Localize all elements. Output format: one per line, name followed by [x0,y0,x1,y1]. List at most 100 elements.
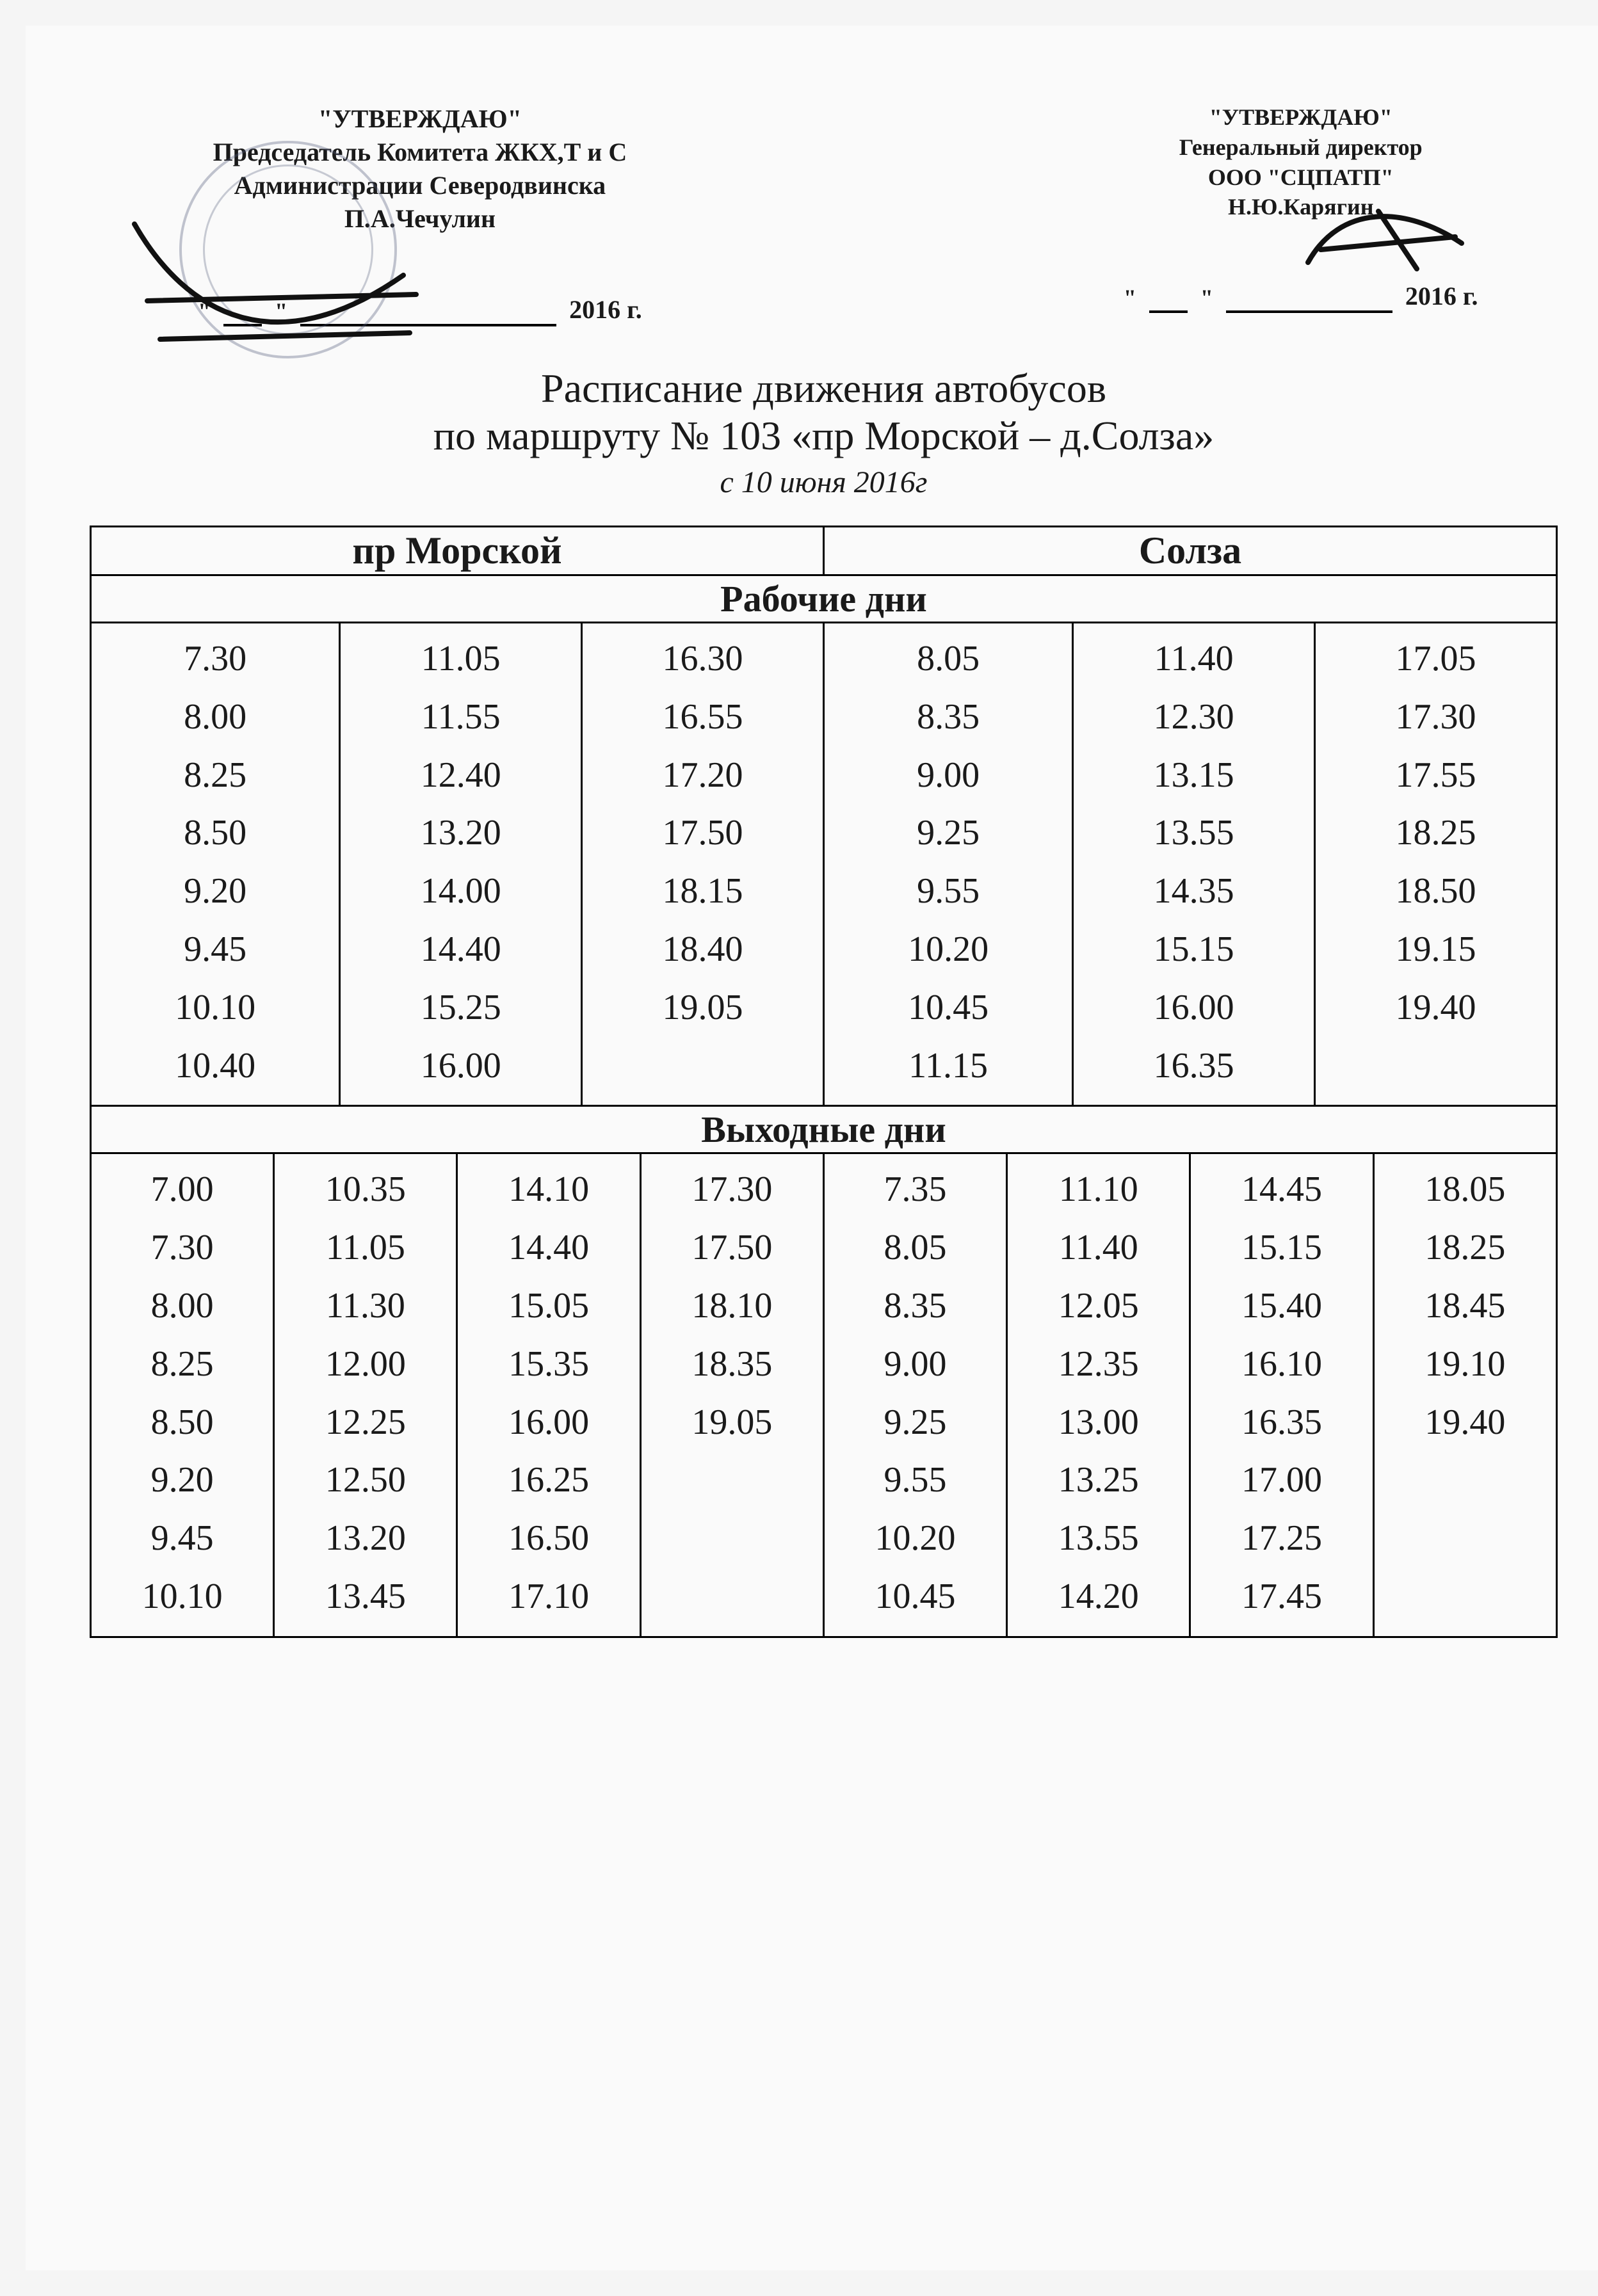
time-value: 9.20 [151,1452,214,1508]
schedule-table: пр Морской Солза Рабочие дни 7.308.008.2… [90,526,1558,1638]
time-value: 8.25 [151,1337,214,1392]
time-value: 12.25 [325,1395,406,1450]
time-value: 8.35 [917,689,980,745]
time-value: 14.10 [508,1162,589,1217]
time-value: 16.00 [1154,980,1234,1036]
time-value: 9.00 [917,748,980,803]
time-value: 19.10 [1424,1337,1505,1392]
stamp-icon [179,141,397,358]
time-value: 16.35 [1241,1395,1322,1450]
time-value: 18.25 [1424,1220,1505,1276]
approval-left-block: "УТВЕРЖДАЮ" Председатель Комитета ЖКХ,Т … [90,102,750,326]
workdays-morskoi-col2: 11.0511.5512.4013.2014.0014.4015.2516.00 [340,623,582,1106]
time-value: 16.55 [663,689,743,745]
approval-right-heading: "УТВЕРЖДАЮ" [1044,102,1558,132]
time-value: 9.25 [884,1395,947,1450]
weekends-solza-col2: 11.1011.4012.0512.3513.0013.2513.5514.20 [1007,1153,1190,1637]
time-value: 18.45 [1424,1278,1505,1334]
time-value: 10.20 [908,922,989,977]
approval-left-year: 2016 г. [569,293,642,326]
time-value: 18.05 [1424,1162,1505,1217]
time-value: 11.05 [421,631,501,687]
time-value: 18.15 [663,863,743,919]
time-value: 8.50 [151,1395,214,1450]
document-page: "УТВЕРЖДАЮ" Председатель Комитета ЖКХ,Т … [26,26,1598,2270]
weekends-morskoi-col2: 10.3511.0511.3012.0012.2512.5013.2013.45 [274,1153,457,1637]
time-value: 11.30 [326,1278,405,1334]
title-date: с 10 июня 2016г [90,465,1558,500]
time-value: 14.40 [421,922,501,977]
weekends-solza-col4: 18.0518.2518.4519.1019.40 [1373,1153,1556,1637]
time-value: 10.10 [175,980,255,1036]
time-value: 10.10 [142,1569,223,1625]
time-value: 10.35 [325,1162,406,1217]
time-value: 9.45 [151,1511,214,1566]
approvals-row: "УТВЕРЖДАЮ" Председатель Комитета ЖКХ,Т … [90,102,1558,326]
header-morskoi: пр Морской [91,527,824,575]
time-value: 10.45 [908,980,989,1036]
approval-right-line3: ООО "СЦПАТП" [1044,163,1558,193]
time-value: 16.30 [663,631,743,687]
time-value: 17.30 [691,1162,772,1217]
time-value: 15.15 [1241,1220,1322,1276]
time-value: 13.55 [1058,1511,1139,1566]
time-value: 14.35 [1154,863,1234,919]
time-value: 17.10 [508,1569,589,1625]
time-value: 15.40 [1241,1278,1322,1334]
header-solza: Солза [823,527,1556,575]
time-value: 17.00 [1241,1452,1322,1508]
time-value: 13.00 [1058,1395,1139,1450]
time-value: 17.20 [663,748,743,803]
time-value: 14.00 [421,863,501,919]
time-value: 17.50 [691,1220,772,1276]
time-value: 12.05 [1058,1278,1139,1334]
time-value: 19.40 [1424,1395,1505,1450]
time-value: 8.25 [184,748,246,803]
header-workdays: Рабочие дни [91,575,1557,623]
time-value: 16.35 [1154,1038,1234,1094]
time-value: 14.45 [1241,1162,1322,1217]
workdays-solza-col3: 17.0517.3017.5518.2518.5019.1519.40 [1315,623,1557,1106]
time-value: 16.00 [508,1395,589,1450]
time-value: 17.50 [663,805,743,861]
time-value: 10.40 [175,1038,255,1094]
time-value: 12.30 [1154,689,1234,745]
weekends-morskoi-col4: 17.3017.5018.1018.3519.05 [640,1153,823,1637]
time-value: 13.45 [325,1569,406,1625]
time-value: 11.40 [1154,631,1234,687]
time-value: 17.25 [1241,1511,1322,1566]
approval-right-dateline: "" 2016 г. [1044,280,1558,313]
time-value: 8.05 [917,631,980,687]
time-value: 13.55 [1154,805,1234,861]
time-value: 11.10 [1059,1162,1138,1217]
time-value: 19.05 [691,1395,772,1450]
time-value: 12.35 [1058,1337,1139,1392]
time-value: 19.15 [1396,922,1476,977]
time-value: 8.00 [151,1278,214,1334]
time-value: 12.00 [325,1337,406,1392]
title-block: Расписание движения автобусов по маршрут… [90,365,1558,500]
title-line1: Расписание движения автобусов [90,365,1558,412]
time-value: 16.00 [421,1038,501,1094]
time-value: 11.15 [908,1038,988,1094]
time-value: 9.55 [917,863,980,919]
time-value: 13.20 [325,1511,406,1566]
time-value: 7.30 [151,1220,214,1276]
workdays-morskoi-col3: 16.3016.5517.2017.5018.1518.4019.05 [582,623,824,1106]
time-value: 13.20 [421,805,501,861]
time-value: 17.30 [1396,689,1476,745]
time-value: 8.00 [184,689,246,745]
time-value: 18.40 [663,922,743,977]
time-value: 11.55 [421,689,501,745]
approval-left-heading: "УТВЕРЖДАЮ" [90,102,750,136]
workdays-solza-col1: 8.058.359.009.259.5510.2010.4511.15 [823,623,1072,1106]
time-value: 15.15 [1154,922,1234,977]
time-value: 8.35 [884,1278,947,1334]
time-value: 17.55 [1396,748,1476,803]
header-weekends: Выходные дни [91,1106,1557,1153]
time-value: 14.40 [508,1220,589,1276]
approval-left-dateline: "" 2016 г. [90,293,750,326]
weekends-solza-col3: 14.4515.1515.4016.1016.3517.0017.2517.45 [1190,1153,1373,1637]
header-row-weekends: Выходные дни [91,1106,1557,1153]
time-value: 9.55 [884,1452,947,1508]
